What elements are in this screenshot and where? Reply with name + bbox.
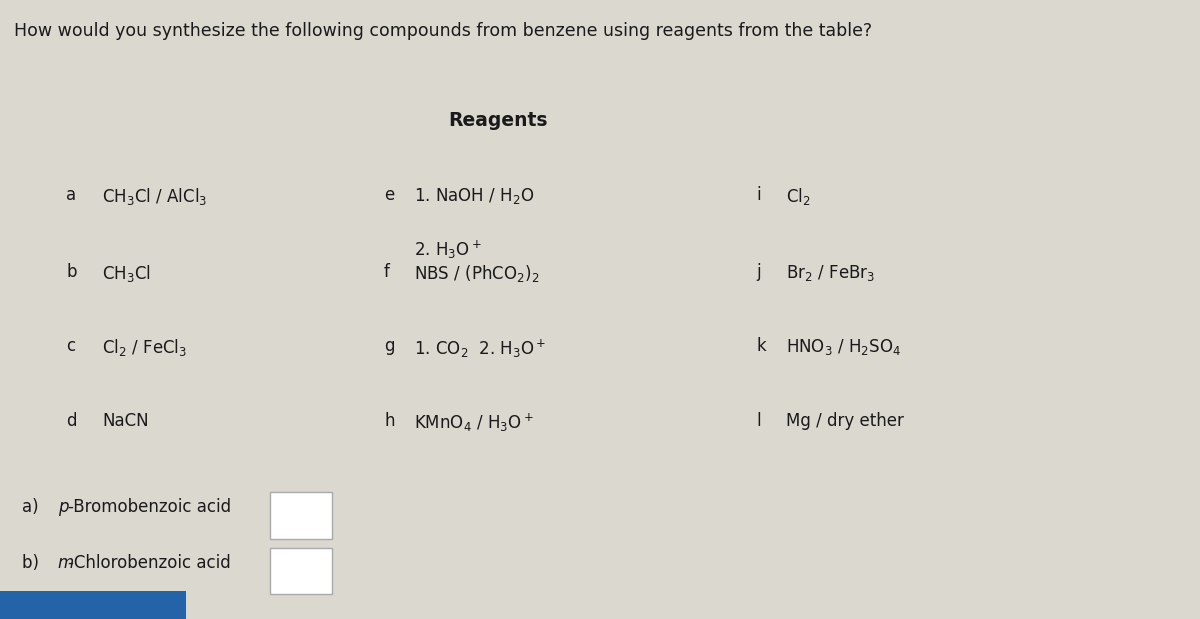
Text: Cl$_2$: Cl$_2$ bbox=[786, 186, 811, 207]
Text: NaCN: NaCN bbox=[102, 412, 149, 430]
Text: d: d bbox=[66, 412, 77, 430]
FancyBboxPatch shape bbox=[270, 548, 332, 594]
Text: l: l bbox=[756, 412, 761, 430]
Text: e: e bbox=[384, 186, 395, 204]
Text: Reagents: Reagents bbox=[449, 111, 547, 131]
Text: NBS / (PhCO$_2$)$_2$: NBS / (PhCO$_2$)$_2$ bbox=[414, 263, 539, 284]
Text: c: c bbox=[66, 337, 76, 355]
Text: b): b) bbox=[22, 554, 44, 572]
Text: -Bromobenzoic acid: -Bromobenzoic acid bbox=[68, 498, 232, 516]
Text: 2. H$_3$O$^+$: 2. H$_3$O$^+$ bbox=[414, 238, 481, 261]
Text: b: b bbox=[66, 263, 77, 281]
Text: 1. NaOH / H$_2$O: 1. NaOH / H$_2$O bbox=[414, 186, 534, 206]
Text: k: k bbox=[756, 337, 766, 355]
Text: j: j bbox=[756, 263, 761, 281]
FancyBboxPatch shape bbox=[0, 591, 186, 619]
Text: f: f bbox=[384, 263, 390, 281]
Text: i: i bbox=[756, 186, 761, 204]
Text: Cl$_2$ / FeCl$_3$: Cl$_2$ / FeCl$_3$ bbox=[102, 337, 187, 358]
Text: 1. CO$_2$  2. H$_3$O$^+$: 1. CO$_2$ 2. H$_3$O$^+$ bbox=[414, 337, 546, 360]
Text: Br$_2$ / FeBr$_3$: Br$_2$ / FeBr$_3$ bbox=[786, 263, 875, 283]
Text: KMnO$_4$ / H$_3$O$^+$: KMnO$_4$ / H$_3$O$^+$ bbox=[414, 412, 534, 434]
Text: CH$_3$Cl: CH$_3$Cl bbox=[102, 263, 151, 284]
Text: h: h bbox=[384, 412, 395, 430]
Text: CH$_3$Cl / AlCl$_3$: CH$_3$Cl / AlCl$_3$ bbox=[102, 186, 208, 207]
Text: p: p bbox=[58, 498, 68, 516]
Text: How would you synthesize the following compounds from benzene using reagents fro: How would you synthesize the following c… bbox=[14, 22, 872, 40]
FancyBboxPatch shape bbox=[270, 492, 332, 539]
Text: a: a bbox=[66, 186, 76, 204]
Text: HNO$_3$ / H$_2$SO$_4$: HNO$_3$ / H$_2$SO$_4$ bbox=[786, 337, 901, 357]
Text: a): a) bbox=[22, 498, 43, 516]
Text: -Chlorobenzoic acid: -Chlorobenzoic acid bbox=[68, 554, 232, 572]
Text: m: m bbox=[58, 554, 74, 572]
Text: g: g bbox=[384, 337, 395, 355]
Text: Mg / dry ether: Mg / dry ether bbox=[786, 412, 904, 430]
